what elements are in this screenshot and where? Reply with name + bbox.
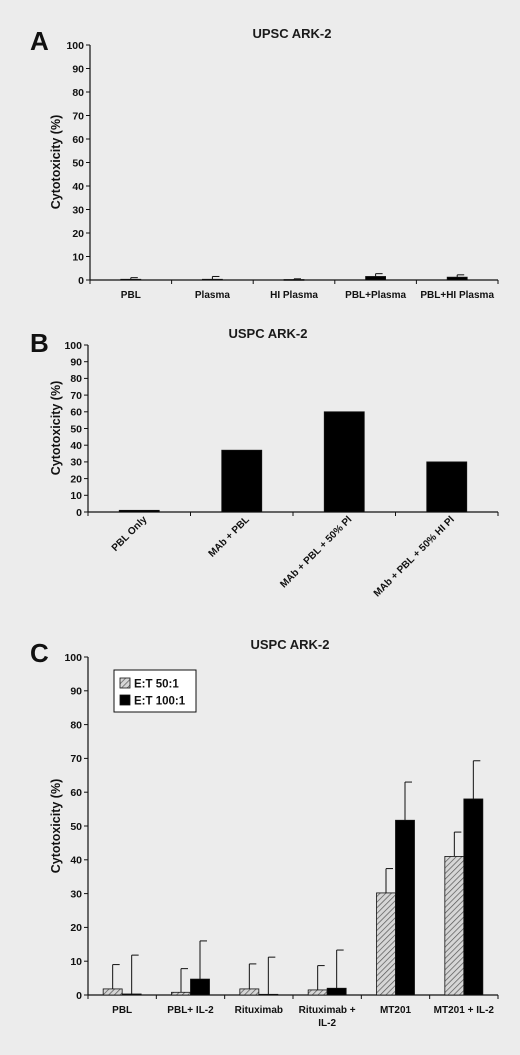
x-category-label: PBL [112, 1005, 132, 1016]
bar [121, 993, 142, 996]
bar [326, 987, 347, 996]
y-tick-label: 80 [70, 719, 82, 731]
y-tick-label: 80 [72, 87, 84, 99]
y-tick-label: 100 [66, 40, 84, 52]
y-tick-label: 40 [70, 855, 82, 867]
bar [446, 276, 468, 281]
x-category-label: PBL Only [110, 514, 150, 554]
y-tick-label: 20 [70, 473, 82, 485]
bar [444, 856, 465, 996]
y-tick-label: 50 [70, 821, 82, 833]
y-tick-label: 30 [70, 888, 82, 900]
bar [190, 978, 210, 996]
panel-c-title: USPC ARK-2 [251, 637, 330, 652]
x-category-label: PBL [121, 290, 141, 301]
y-tick-label: 0 [78, 275, 84, 287]
y-tick-label: 100 [64, 340, 82, 352]
y-tick-label: 40 [72, 181, 84, 193]
y-tick-label: 20 [72, 228, 84, 240]
panel-a-letter: A [30, 26, 49, 56]
y-tick-label: 0 [76, 990, 82, 1002]
x-category-label: PBL+Plasma [345, 290, 406, 301]
y-tick-label: 60 [70, 407, 82, 419]
y-tick-label: 60 [70, 787, 82, 799]
bar [283, 279, 305, 281]
bar [426, 461, 468, 513]
panel-c-y-axis-label: Cytotoxicity (%) [49, 779, 63, 873]
panel-c: C USPC ARK-2 Cytotoxicity (%) 0 10 20 30 40 5… [30, 637, 499, 1029]
panel-b-plot: 0 10 20 30 40 50 60 70 80 90 100 PBL Only MAb + PBL M… [64, 340, 499, 599]
x-category-label: PBL+HI Plasma [420, 290, 494, 301]
bar [118, 509, 160, 513]
panel-a-y-axis-label: Cytotoxicity (%) [49, 115, 63, 209]
bar [258, 993, 279, 996]
y-tick-label: 100 [64, 652, 82, 664]
legend-swatch [119, 694, 131, 706]
panel-c-plot: 0 10 20 30 40 50 60 70 80 90 100 PBL PBL+ IL-2 Rituxi… [64, 652, 499, 1029]
legend-label: E:T 100:1 [134, 696, 186, 708]
x-category-label: MT201 [380, 1005, 412, 1016]
panel-a-title: UPSC ARK-2 [253, 26, 332, 41]
y-tick-label: 70 [70, 390, 82, 402]
bar [221, 449, 263, 513]
x-category-label: MAb + PBL + 50% Pl [278, 514, 354, 590]
x-category-label: MT201 + IL-2 [434, 1005, 495, 1016]
x-category-label-line2: IL-2 [318, 1018, 336, 1029]
panel-c-letter: C [30, 638, 49, 668]
y-tick-label: 90 [72, 63, 84, 75]
y-tick-label: 0 [76, 507, 82, 519]
y-tick-label: 50 [72, 157, 84, 169]
y-tick-label: 90 [70, 686, 82, 698]
y-tick-label: 10 [70, 956, 82, 968]
y-tick-label: 90 [70, 357, 82, 369]
x-category-label: PBL+ IL-2 [167, 1005, 214, 1016]
bar [323, 411, 365, 513]
y-tick-label: 70 [72, 110, 84, 122]
y-tick-label: 80 [70, 373, 82, 385]
x-category-label: MAb + PBL + 50% HI Pl [372, 514, 457, 599]
legend-swatch [119, 677, 131, 689]
panel-a: A UPSC ARK-2 Cytotoxicity (%) 0 10 20 30 40 5… [30, 26, 499, 301]
y-tick-label: 20 [70, 922, 82, 934]
y-tick-label: 30 [72, 204, 84, 216]
bar [365, 276, 387, 281]
panel-b-letter: B [30, 328, 49, 358]
x-category-label: MAb + PBL [207, 514, 252, 559]
panel-b-y-axis-label: Cytotoxicity (%) [49, 381, 63, 475]
bar [201, 278, 223, 281]
x-category-label: Rituximab + [299, 1005, 356, 1016]
y-tick-label: 40 [70, 440, 82, 452]
bar [395, 819, 415, 996]
panel-b-title: USPC ARK-2 [229, 326, 308, 341]
bar [239, 988, 260, 996]
legend-label: E:T 50:1 [134, 679, 179, 691]
bar [102, 988, 123, 996]
y-tick-label: 30 [70, 457, 82, 469]
x-category-label: HI Plasma [270, 290, 318, 301]
bar [307, 989, 328, 996]
y-tick-label: 70 [70, 753, 82, 765]
y-tick-label: 10 [72, 251, 84, 263]
x-category-label: Rituximab [235, 1005, 283, 1016]
y-tick-label: 60 [72, 134, 84, 146]
bar [171, 991, 191, 996]
bar [376, 892, 396, 996]
y-tick-label: 50 [70, 423, 82, 435]
panel-a-plot: 0 10 20 30 40 50 60 70 80 90 100 PBL Plasma HI Plasma… [66, 40, 499, 301]
bar [120, 278, 142, 281]
x-category-label: Plasma [195, 290, 230, 301]
bar [463, 798, 484, 996]
y-tick-label: 10 [70, 490, 82, 502]
panel-b: B USPC ARK-2 Cytotoxicity (%) 0 10 20 30 40 5… [30, 326, 499, 599]
